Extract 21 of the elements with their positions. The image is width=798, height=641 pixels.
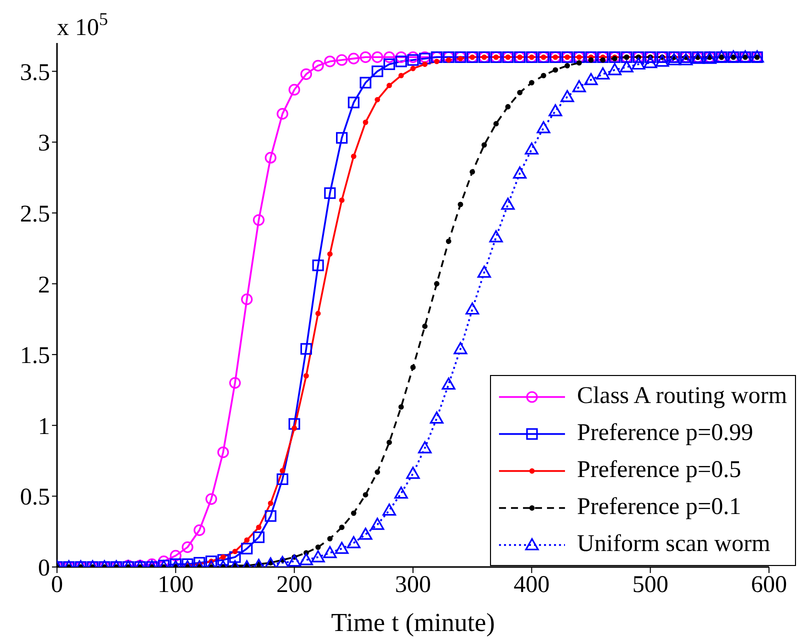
x-tick-label: 400: [514, 572, 550, 598]
x-axis-title: Time t (minute): [331, 608, 495, 637]
y-tick-label: 2: [38, 272, 50, 298]
y-tick-label: 3: [38, 130, 50, 157]
y-tick-label: 3.5: [20, 60, 50, 86]
legend-label: Preference p=0.1: [576, 494, 742, 521]
legend-label: Preference p=0.99: [576, 420, 754, 447]
legend-label: Class A routing worm: [576, 383, 787, 410]
y-tick-label: 2.5: [20, 201, 50, 228]
y-tick-label: 0: [38, 556, 50, 582]
x-tick-label: 300: [395, 572, 431, 598]
x-tick-label: 500: [632, 572, 668, 598]
x-tick-label: 100: [158, 572, 194, 598]
y-tick-label: 1.5: [20, 343, 50, 370]
text: x 10$^{5}$: [57, 9, 108, 41]
x-tick-label: 200: [276, 572, 312, 598]
x-tick-label: 600: [751, 572, 787, 598]
y-tick-label: 1: [38, 414, 50, 440]
legend-label: Uniform scan worm: [576, 531, 770, 558]
legend-label: Preference p=0.5: [576, 457, 742, 484]
y-tick-label: 0.5: [20, 484, 50, 511]
